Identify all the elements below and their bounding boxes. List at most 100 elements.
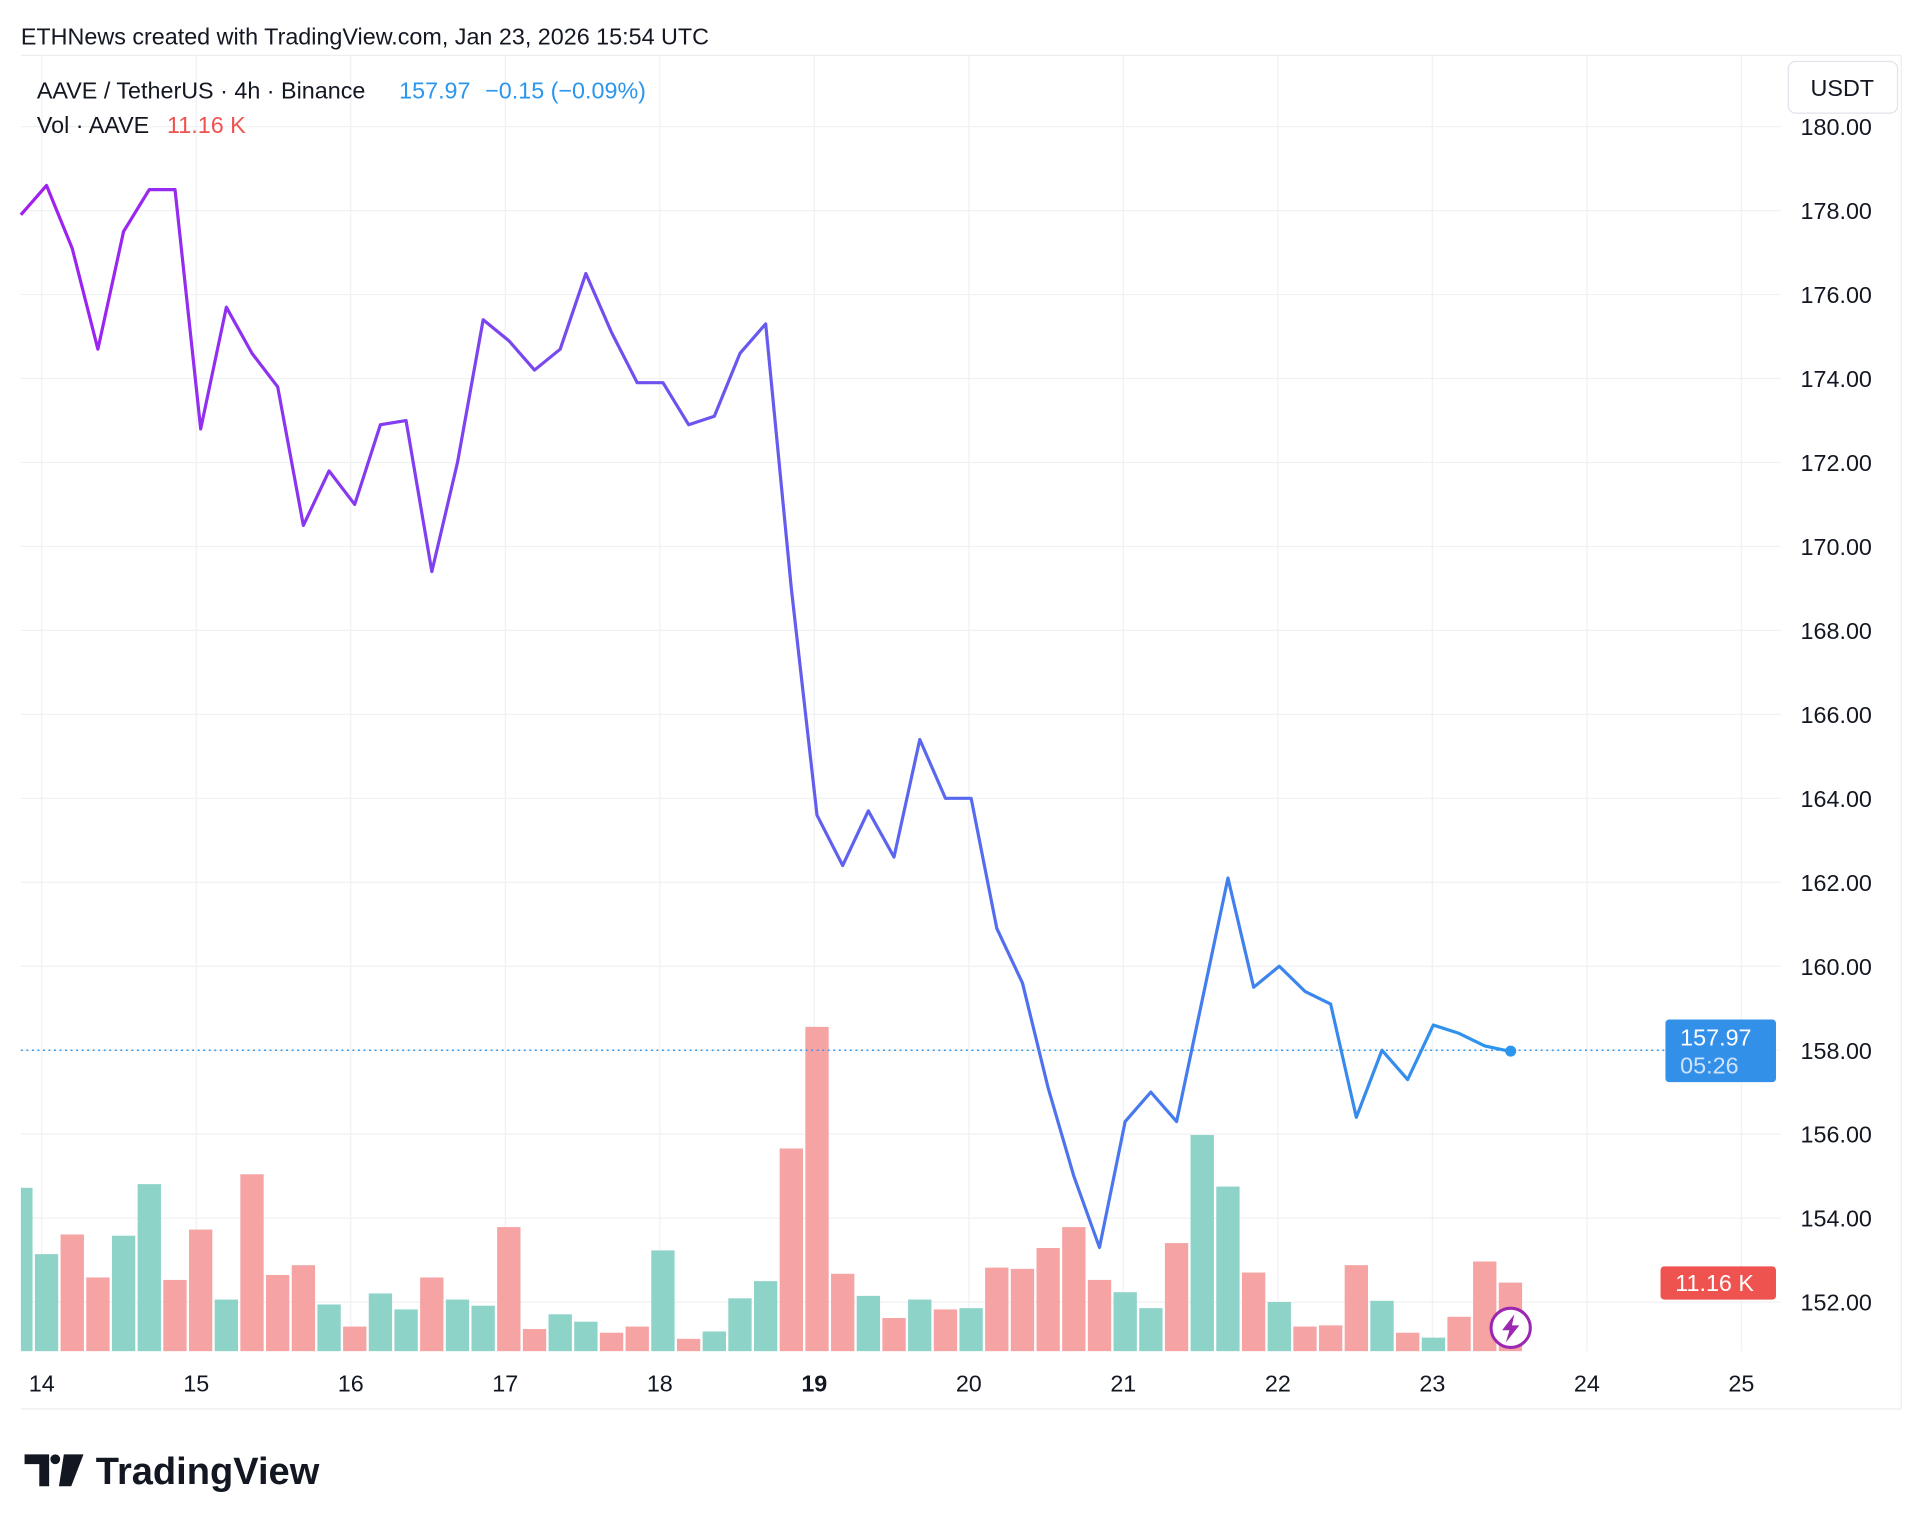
volume-bar [1062, 1227, 1086, 1352]
volume-bar [522, 1329, 547, 1352]
volume-bar [1087, 1279, 1112, 1352]
volume-bar [753, 1281, 778, 1352]
last-price-dot [1505, 1045, 1517, 1057]
volume-bar [548, 1314, 572, 1352]
price-tick-label: 176.00 [1801, 282, 1872, 308]
price-tick-label: 160.00 [1801, 954, 1872, 980]
price-tick-label: 170.00 [1801, 534, 1872, 560]
volume-bar [985, 1267, 1009, 1352]
volume-bar [86, 1277, 110, 1352]
time-tick-label: 22 [1265, 1371, 1291, 1397]
volume-bar [779, 1148, 804, 1352]
volume-tag-value: 11.16 K [1675, 1270, 1754, 1296]
volume-bar [317, 1304, 341, 1352]
volume-bar [1447, 1316, 1471, 1352]
volume-bar [1421, 1337, 1446, 1352]
volume-bar [908, 1299, 932, 1352]
volume-bar [574, 1321, 598, 1352]
volume-bar [882, 1317, 906, 1352]
price-tick-label: 154.00 [1801, 1206, 1872, 1232]
time-tick-label: 19 [801, 1371, 827, 1397]
tradingview-logo[interactable]: TradingView [24, 1451, 320, 1493]
time-tick-label: 23 [1419, 1371, 1445, 1397]
volume-bar [1010, 1268, 1035, 1352]
time-tick-label: 18 [647, 1371, 673, 1397]
time-tick-label: 21 [1110, 1371, 1136, 1397]
volume-bar [368, 1293, 393, 1352]
volume-bar [394, 1309, 418, 1352]
volume-bar [1396, 1332, 1420, 1352]
volume-bar [1267, 1302, 1291, 1352]
countdown-text: 05:26 [1680, 1053, 1738, 1079]
currency-button-label[interactable]: USDT [1811, 75, 1875, 101]
volume-bar [343, 1326, 367, 1352]
last-price-tag: 157.97 05:26 [1665, 1019, 1776, 1083]
volume-bar [1344, 1265, 1368, 1352]
volume-bar [933, 1309, 958, 1352]
volume-bar [1036, 1247, 1060, 1352]
volume-bar [34, 1254, 59, 1352]
volume-bar [188, 1229, 213, 1352]
volume-bar [214, 1299, 239, 1352]
lightning-icon[interactable] [1489, 1306, 1532, 1350]
volume-bar [1113, 1292, 1137, 1352]
volume-bar [20, 1187, 33, 1352]
volume-bar [1190, 1134, 1214, 1352]
volume-bar [1370, 1300, 1394, 1352]
attribution-text: ETHNews created with TradingView.com, Ja… [21, 23, 709, 49]
price-tick-label: 178.00 [1801, 198, 1872, 224]
volume-bar [625, 1326, 649, 1352]
volume-bar [856, 1295, 881, 1352]
volume-bar [805, 1026, 829, 1352]
volume-bar [599, 1332, 624, 1352]
volume-bar [1293, 1326, 1317, 1352]
price-tick-label: 156.00 [1801, 1122, 1872, 1148]
currency-button[interactable]: USDT [1787, 60, 1899, 114]
volume-bar [651, 1250, 675, 1352]
volume-bar [291, 1265, 316, 1352]
volume-bar [1318, 1325, 1343, 1352]
volume-bar [240, 1174, 264, 1352]
time-axis[interactable]: 14 15 16 17 18 19 20 21 22 23 24 25 [29, 1371, 1755, 1397]
legend-symbol: AAVE / TetherUS · 4h · Binance [37, 77, 365, 103]
volume-bar [728, 1298, 752, 1352]
price-tick-label: 162.00 [1801, 870, 1872, 896]
tradingview-logo-icon [24, 1454, 84, 1487]
volume-bar [702, 1331, 726, 1352]
legend-vol-label: Vol · AAVE [37, 112, 149, 138]
volume-bar [471, 1305, 495, 1352]
last-price-tag-price: 157.97 [1680, 1024, 1751, 1050]
volume-bar [1139, 1308, 1163, 1352]
price-tick-label: 174.00 [1801, 366, 1872, 392]
price-tick-label: 168.00 [1801, 618, 1872, 644]
price-tick-label: 180.00 [1801, 114, 1872, 140]
volume-tag: 11.16 K [1660, 1266, 1776, 1300]
time-tick-label: 20 [956, 1371, 982, 1397]
volume-bar [831, 1273, 855, 1352]
time-tick-label: 16 [338, 1371, 364, 1397]
tradingview-logo-text: TradingView [96, 1451, 320, 1493]
volume-bars [20, 1026, 1523, 1352]
time-tick-label: 15 [183, 1371, 209, 1397]
grid [20, 55, 1781, 1352]
volume-bar [137, 1184, 161, 1352]
volume-bar [497, 1227, 521, 1352]
time-tick-label: 24 [1574, 1371, 1600, 1397]
volume-bar [1164, 1243, 1189, 1352]
volume-bar [266, 1275, 290, 1352]
volume-bar [111, 1235, 136, 1352]
price-tick-label: 164.00 [1801, 786, 1872, 812]
price-tick-label: 172.00 [1801, 450, 1872, 476]
time-tick-label: 14 [29, 1371, 55, 1397]
price-axis[interactable]: 180.00 178.00 176.00 174.00 172.00 170.00 168.… [1801, 114, 1872, 1315]
volume-bar [959, 1308, 983, 1352]
volume-bar [420, 1277, 444, 1352]
legend-last-price: 157.97 [399, 77, 470, 103]
time-tick-label: 17 [492, 1371, 518, 1397]
legend-vol-value: 11.16 K [167, 112, 246, 138]
price-tick-label: 166.00 [1801, 702, 1872, 728]
volume-bar [60, 1234, 84, 1352]
price-tick-label: 152.00 [1801, 1290, 1872, 1316]
volume-bar [676, 1338, 701, 1352]
